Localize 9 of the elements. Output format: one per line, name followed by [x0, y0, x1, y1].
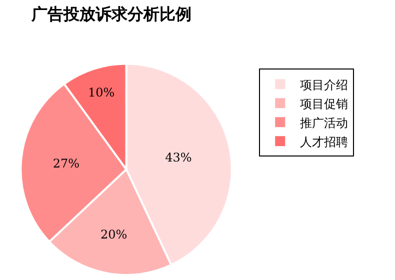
data-label: 43% — [165, 150, 192, 165]
data-label: 27% — [52, 156, 80, 171]
legend-label: 推广活动 — [300, 116, 348, 130]
legend-label: 项目介绍 — [300, 78, 348, 92]
legend-label: 项目促销 — [300, 96, 348, 111]
data-label: 20% — [100, 228, 128, 242]
data-label: 10% — [88, 86, 115, 100]
chart-title: 广告投放诉求分析比例 — [30, 4, 192, 24]
legend-label: 人才招聘 — [300, 134, 348, 149]
